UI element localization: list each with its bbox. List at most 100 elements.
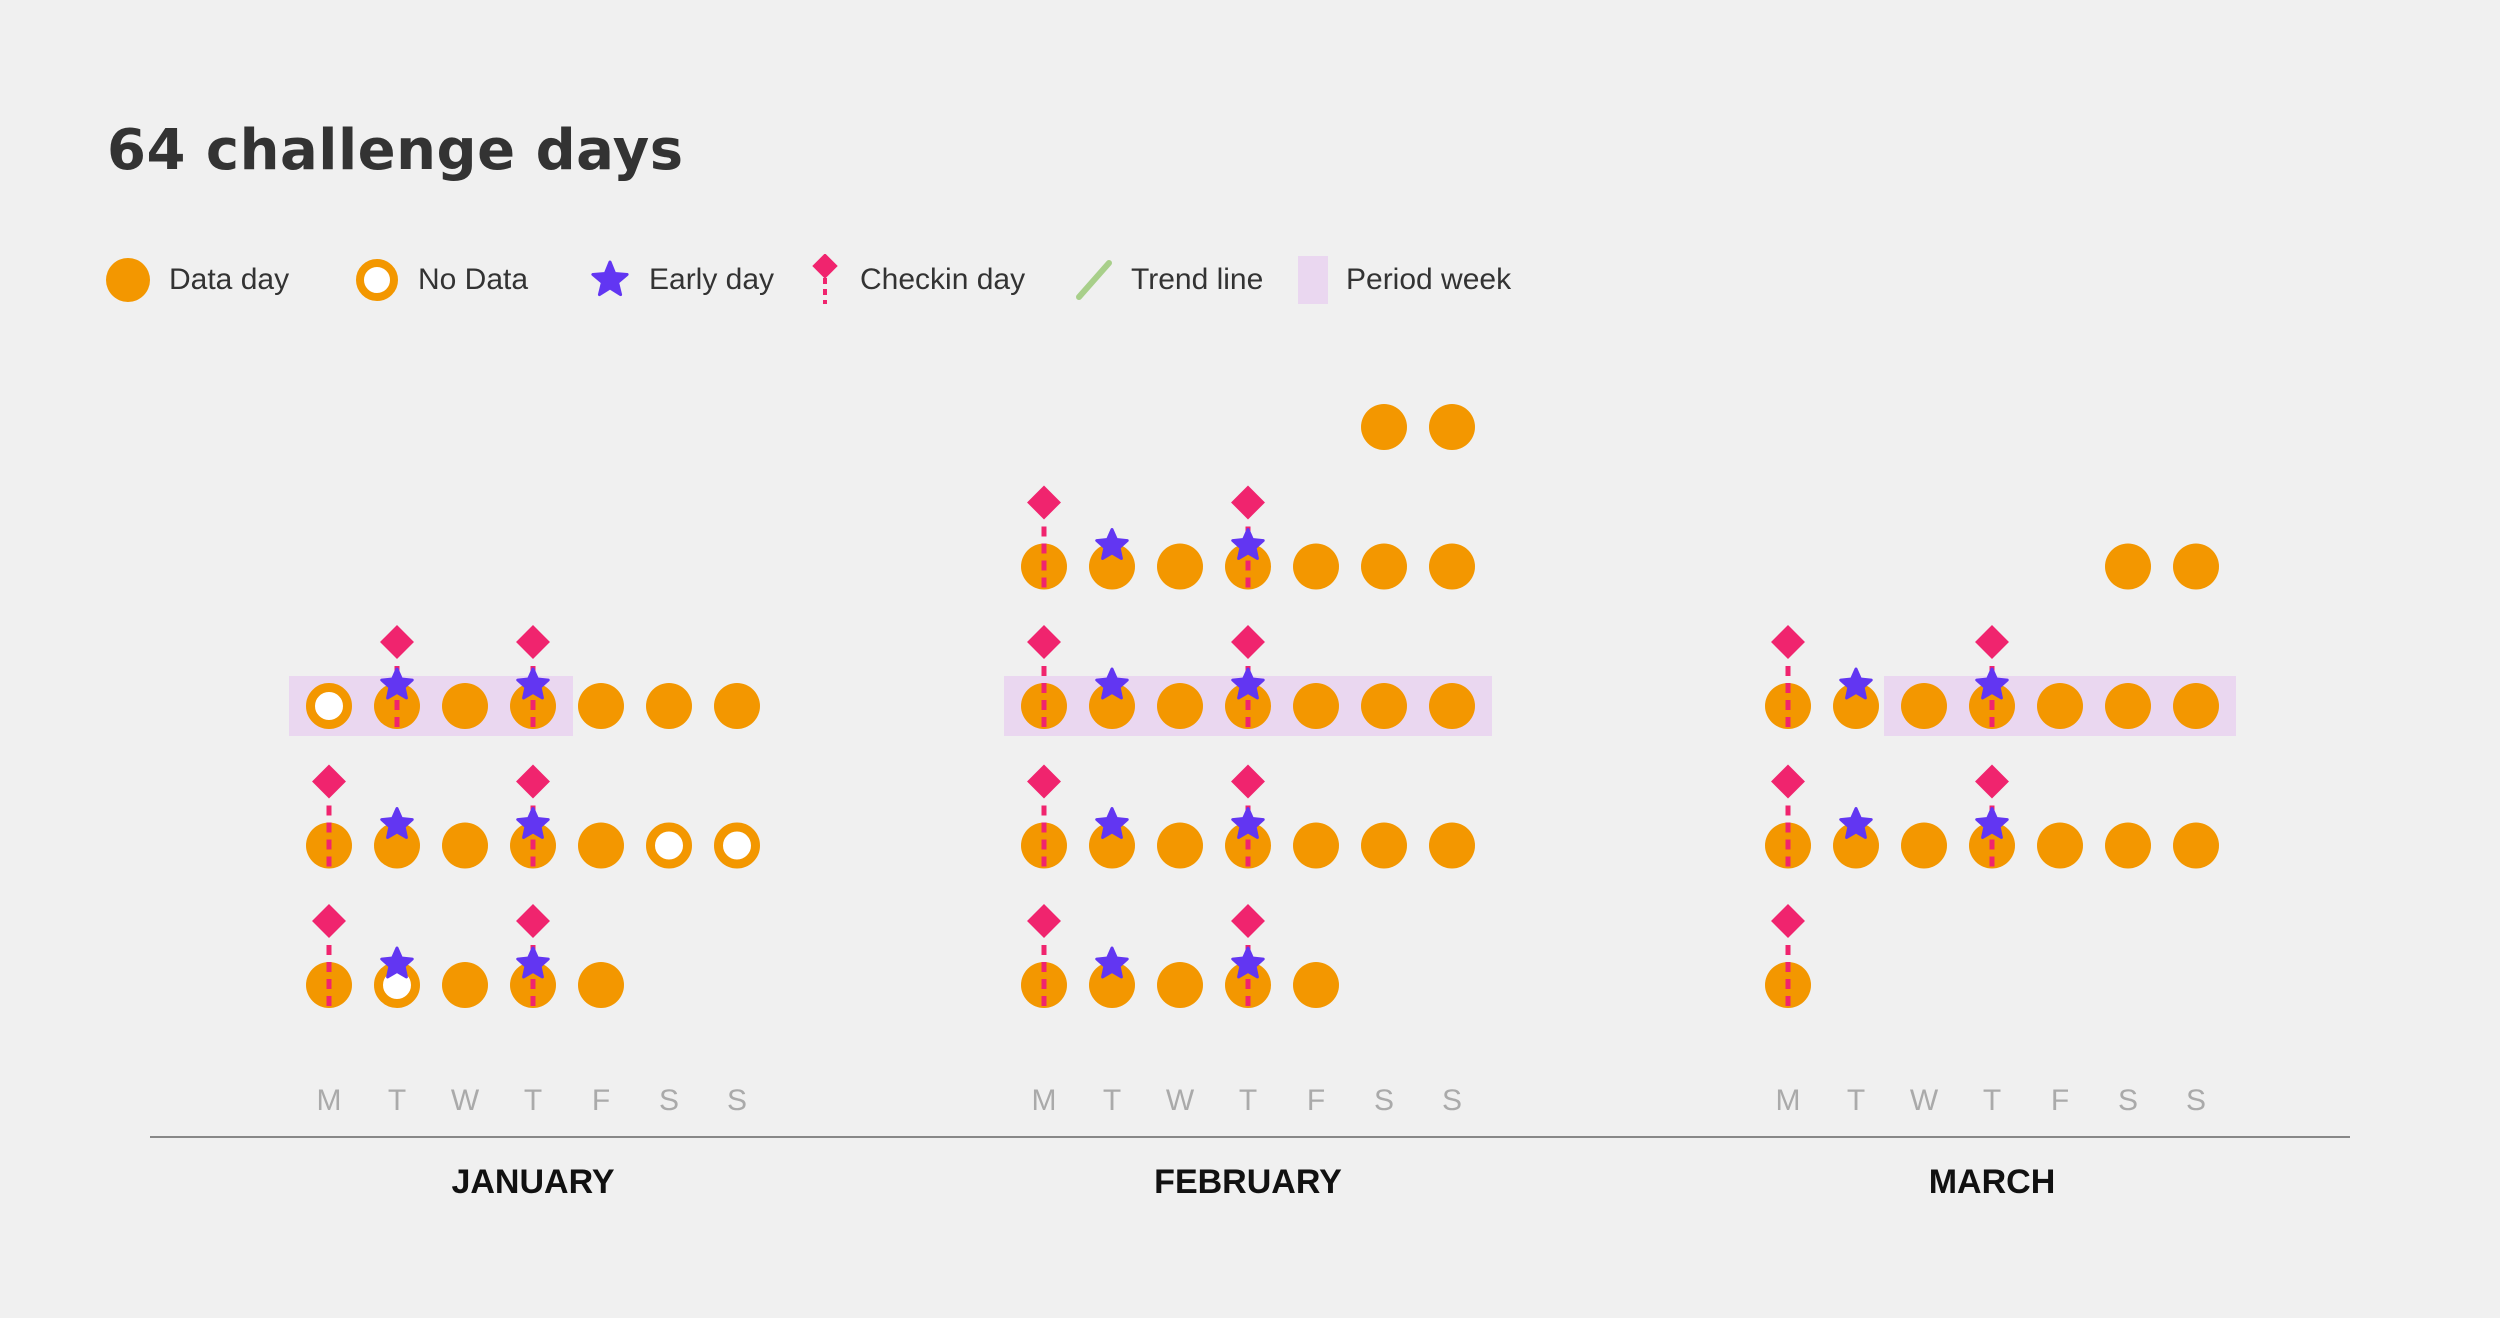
weekday-label: T [1103,1084,1121,1117]
early-day-star [1095,528,1129,560]
data-day-dot [2173,543,2219,590]
month-group-january: M T W T F S S JANUARY [289,625,760,1201]
checkin-diamond [1975,764,2009,799]
data-day-dot [578,822,624,869]
weekday-label: T [1983,1084,2001,1117]
chart-layer: M T W T F S S JANUARY M T W T F S S FEBRUARY M T W T F S S MARC… [289,404,2236,1201]
data-day-dot [442,683,488,729]
early-day-star [1231,946,1265,979]
early-day-star [1839,667,1873,700]
checkin-diamond [1771,764,1805,799]
data-day-dot [1157,683,1203,729]
chart-title: 64 challenge days [107,118,684,183]
no-data-icon [356,259,398,301]
legend-period-week-label: Period week [1346,263,1512,296]
data-day-dot [578,683,624,729]
checkin-diamond [1771,904,1805,938]
data-day-dot [646,683,692,729]
data-day-dot [1429,822,1475,869]
data-day-dot [1089,683,1135,729]
month-group-february: M T W T F S S FEBRUARY [1004,404,1492,1201]
data-day-dot [2173,683,2219,729]
weekday-label: S [659,1084,679,1117]
weekday-label: T [1239,1084,1257,1117]
weekday-label: F [592,1084,610,1117]
weekday-label: S [2118,1084,2138,1117]
data-day-dot [1293,962,1339,1008]
data-day-dot [442,822,488,869]
data-day-dot [1089,962,1135,1008]
legend-no-data: No Data [354,252,528,308]
checkin-diamond [380,625,414,659]
legend-no-data-label: No Data [418,263,529,296]
early-day-star [516,807,550,839]
weekday-label: T [388,1084,406,1117]
checkin-diamond [1231,764,1265,799]
checkin-diamond [1027,764,1061,799]
legend-checkin-day-label: Checkin day [860,263,1026,296]
data-day-dot [1901,822,1947,869]
data-day-dot [2105,822,2151,869]
early-day-star [1975,667,2009,700]
weekday-label: W [451,1084,480,1117]
early-day-star [380,667,414,700]
data-day-dot [1361,404,1407,450]
early-day-star [1231,528,1265,560]
data-day-dot [1361,543,1407,590]
month-label: FEBRUARY [1154,1163,1342,1201]
month-label: JANUARY [451,1163,614,1201]
checkin-diamond [1975,625,2009,659]
weekday-label: T [524,1084,542,1117]
checkin-diamond [1231,625,1265,659]
legend-trend-line: Trend line [1075,252,1263,308]
checkin-diamond [1771,625,1805,659]
weekday-label: F [2051,1084,2069,1117]
data-day-dot [1157,822,1203,869]
early-day-star [1095,946,1129,979]
data-day-dot [714,683,760,729]
legend-data-day-label: Data day [169,263,290,296]
checkin-diamond [1027,904,1061,938]
data-day-dot [1089,822,1135,869]
checkin-diamond [516,764,550,799]
data-day-dot [1089,543,1135,590]
early-day-star [516,667,550,700]
no-data-dot [306,683,352,729]
early-day-star [1231,667,1265,700]
data-day-dot [2105,683,2151,729]
checkin-diamond [312,764,346,799]
weekday-label: S [2186,1084,2206,1117]
no-data-dot [646,822,692,869]
checkin-diamond [516,625,550,659]
data-day-dot [1293,683,1339,729]
weekday-label: W [1166,1084,1195,1117]
data-day-dot [1293,543,1339,590]
period-week-icon [1298,256,1328,304]
data-day-dot [2037,822,2083,869]
data-day-dot [1429,543,1475,590]
weekday-label: W [1910,1084,1939,1117]
legend-period-week: Period week [1298,252,1511,308]
data-day-dot [1833,683,1879,729]
weekday-label: F [1307,1084,1325,1117]
data-day-dot [2105,543,2151,590]
checkin-diamond [516,904,550,938]
no-data-dot [714,822,760,869]
data-day-dot [442,962,488,1008]
legend-trend-line-label: Trend line [1131,263,1264,296]
data-day-dot [2037,683,2083,729]
legend-checkin-day: Checkin day [808,252,1025,308]
data-day-dot [1901,683,1947,729]
trend-line-icon [1076,260,1112,300]
checkin-icon [812,254,838,304]
star-icon [591,260,629,297]
legend-early-day: Early day [589,252,774,308]
early-day-star [516,946,550,979]
legend-data-day: Data day [105,252,289,308]
early-day-star [1095,807,1129,839]
data-day-dot [1157,962,1203,1008]
early-day-star [380,946,414,979]
weekday-label: T [1847,1084,1865,1117]
weekday-label: S [1374,1084,1394,1117]
early-day-star [1839,807,1873,839]
